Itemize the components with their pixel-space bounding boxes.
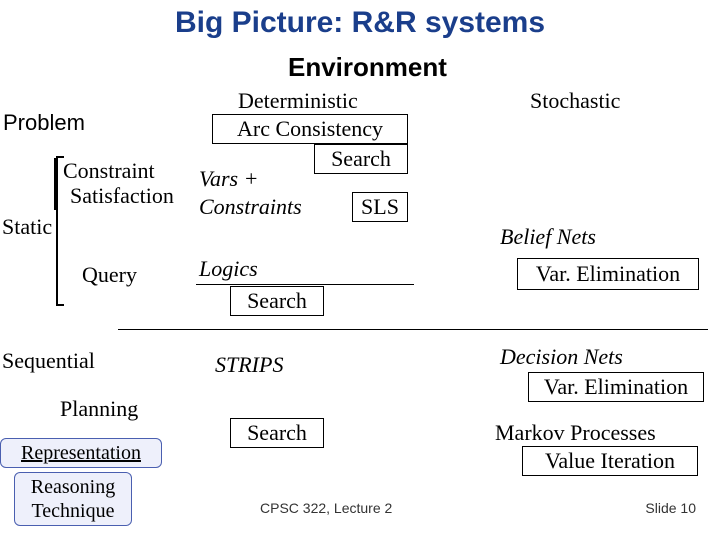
footer-slide: Slide 10 (645, 500, 696, 516)
decision-nets-text: Decision Nets (500, 344, 623, 370)
footer-lecture: CPSC 322, Lecture 2 (260, 500, 392, 516)
var-elimination-box-2: Var. Elimination (528, 372, 704, 402)
reasoning-technique-legend: Reasoning Technique (14, 472, 132, 526)
bracket-constraint (54, 158, 62, 210)
search-box-3: Search (230, 418, 324, 448)
slide-title: Big Picture: R&R systems (0, 0, 720, 40)
hline-under-logics (196, 284, 414, 285)
markov-text: Markov Processes (495, 420, 656, 446)
logics-text: Logics (199, 256, 258, 282)
problem-header: Problem (3, 110, 85, 136)
value-iteration-box: Value Iteration (522, 446, 698, 476)
col-deterministic: Deterministic (238, 88, 358, 114)
constraints-text: Constraints (199, 194, 302, 220)
planning-label: Planning (60, 396, 138, 422)
sequential-label: Sequential (2, 348, 95, 374)
satisfaction-label: Satisfaction (70, 183, 174, 209)
representation-legend: Representation (0, 438, 162, 468)
environment-header: Environment (288, 52, 447, 83)
sls-box: SLS (352, 192, 408, 222)
search-box-1: Search (314, 144, 408, 174)
search-box-2: Search (230, 286, 324, 316)
constraint-label: Constraint (63, 158, 155, 184)
query-label: Query (82, 262, 137, 288)
arc-consistency-box: Arc Consistency (212, 114, 408, 144)
static-label: Static (2, 214, 52, 240)
strips-text: STRIPS (215, 352, 283, 378)
belief-nets-text: Belief Nets (500, 224, 596, 250)
var-elimination-box-1: Var. Elimination (517, 258, 699, 290)
vars-text: Vars + (199, 166, 258, 192)
col-stochastic: Stochastic (530, 88, 620, 114)
hline-top (118, 329, 708, 330)
